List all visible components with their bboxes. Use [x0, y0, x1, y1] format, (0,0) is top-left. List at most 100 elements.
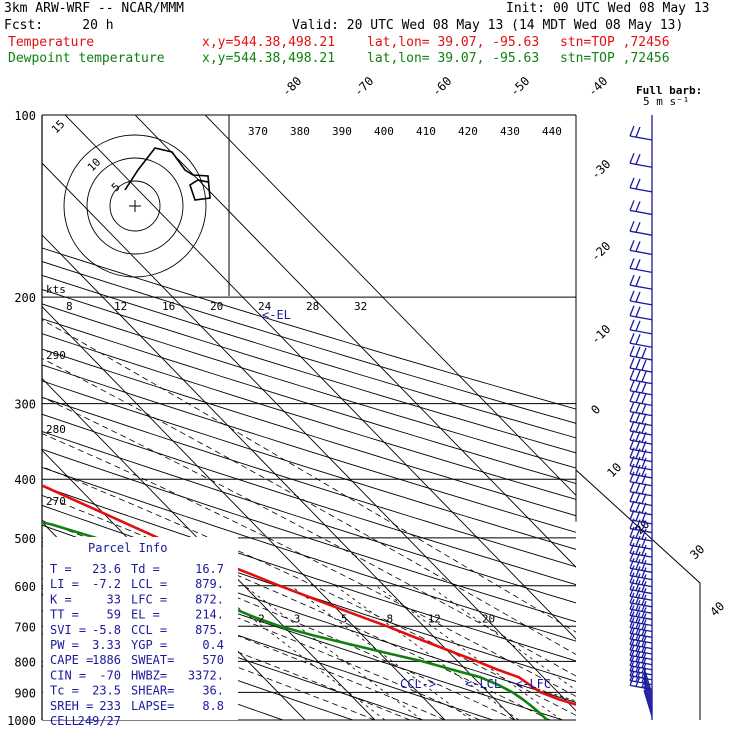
wind-barb-staff [629, 367, 653, 373]
dry-adiabat-line [42, 303, 576, 469]
theta-tick-label: 420 [458, 125, 478, 138]
lfc-label: <-LFC [515, 677, 551, 691]
pressure-tick-label: 600 [14, 580, 36, 594]
wind-barb-staff [629, 329, 653, 335]
hodograph-ring-label: 15 [49, 118, 68, 137]
wind-barb [629, 455, 653, 471]
temperature-latlon: lat,lon= 39.07, -95.63 [367, 35, 540, 50]
lcl-label: <-LCL [465, 677, 501, 691]
wind-barb-flag [629, 319, 635, 331]
theta-tick-label: 380 [290, 125, 310, 138]
wind-barb [629, 617, 653, 633]
isotherm-tick-label: -70 [351, 74, 376, 99]
wind-barb-flag [629, 660, 635, 672]
wind-barb [643, 672, 653, 699]
wind-barb-staff [629, 379, 653, 385]
wind-barb-flag [629, 411, 635, 422]
wind-barb-staff [629, 342, 653, 348]
wind-barb-flag [635, 275, 641, 287]
pressure-tick-label: 900 [14, 686, 36, 700]
wind-barb-flag [635, 573, 641, 584]
wind-barb-flag [641, 493, 647, 504]
mixing-ratio-label: 8 [387, 612, 394, 625]
mixing-ratio-line [335, 585, 519, 720]
wind-barb-flag [641, 552, 647, 564]
parcel-label: LI = [50, 577, 79, 591]
wind-barb-staff [629, 267, 653, 273]
wind-barb [643, 685, 653, 713]
wind-barb [629, 153, 653, 168]
wind-barb-flag [641, 431, 647, 443]
wind-barb [629, 463, 653, 479]
pressure-tick-label: 800 [14, 655, 36, 669]
wind-barb-staff [629, 588, 653, 595]
wind-barb-flag [635, 559, 641, 570]
wind-barb-flag [635, 593, 641, 605]
parcel-value: -7.2 [92, 577, 121, 591]
wind-barb-flag [641, 382, 647, 393]
wind-barb-flag [635, 599, 641, 611]
hodograph: 5 10 15 kts [46, 115, 230, 296]
wind-barb-flag [641, 544, 647, 556]
init-time: Init: 00 UTC Wed 08 May 13 [506, 1, 710, 16]
wind-barb-flag [641, 588, 647, 599]
parcel-label: Tc = [50, 684, 79, 698]
wind-barb [629, 634, 653, 650]
hodograph-speed-label: 28 [306, 300, 319, 313]
wind-barb-flag [635, 606, 641, 617]
wind-barb-flag [641, 567, 647, 578]
wind-barb-flag [629, 125, 635, 137]
wind-barb-flag [629, 380, 635, 391]
barb-legend-label: Full barb: [636, 84, 702, 97]
wind-barb-flag [629, 420, 635, 432]
dry-adiabat-line [42, 261, 576, 424]
wind-barb-staff [629, 567, 653, 573]
parcel-value: -5.8 [92, 623, 121, 637]
parcel-info-title: Parcel Info [88, 541, 167, 555]
parcel-value: 214. [195, 608, 224, 622]
wind-barb-flag [629, 670, 635, 681]
pressure-tick-label: 500 [14, 532, 36, 546]
ccl-label: CCL-> [400, 677, 436, 691]
wind-barb-flag [629, 305, 635, 317]
wind-barb-flag [629, 634, 635, 645]
parcel-label: SHEAR= [131, 684, 174, 698]
wind-barb-flag [641, 625, 647, 636]
wind-barb-flag [635, 333, 641, 345]
wind-barb-flag [641, 440, 647, 452]
wind-barb [629, 534, 653, 550]
wind-barb-flag [635, 358, 641, 370]
wind-barb-flag [629, 598, 635, 610]
wind-barb [629, 332, 653, 348]
wind-barb-flag [635, 612, 641, 623]
hodograph-speed-label: 16 [162, 300, 175, 313]
parcel-label: CAPE = [50, 653, 93, 667]
wind-barb-flag [635, 221, 641, 233]
parcel-info-background [43, 537, 238, 720]
parcel-value: 570 [202, 653, 224, 667]
dry-adiabat-line [42, 274, 576, 439]
temperature-station: stn=TOP ,72456 [560, 35, 670, 50]
wind-barb-staff [629, 560, 653, 566]
dry-adiabat-line [42, 610, 355, 720]
wind-barb-flag [641, 581, 647, 592]
isotherm-tick-label: -30 [588, 157, 613, 182]
wind-barb-staff [629, 187, 653, 193]
parcel-label: SREH = [50, 699, 93, 713]
parcel-info-box: Parcel Info T = 23.6 Td = 16.7 LI = -7.2 LCL = 8… [43, 537, 238, 728]
wind-barb-flag [641, 413, 647, 424]
parcel-label: CCL = [131, 623, 167, 637]
temperature-legend: Temperature [8, 35, 95, 50]
dry-adiabat-line [42, 504, 576, 682]
wind-barb [629, 345, 653, 361]
sounding-series [42, 484, 576, 720]
wind-barb-flag [635, 618, 641, 629]
wind-barb-flag [629, 369, 635, 380]
hodograph-speed-label: 12 [114, 300, 127, 313]
dry-adiabats [42, 247, 576, 720]
wind-barb [629, 411, 653, 427]
wind-barb-flag [635, 640, 641, 652]
wind-barb-staff [629, 582, 653, 588]
theta-tick-label: 430 [500, 125, 520, 138]
wind-barb-flag [641, 657, 647, 669]
